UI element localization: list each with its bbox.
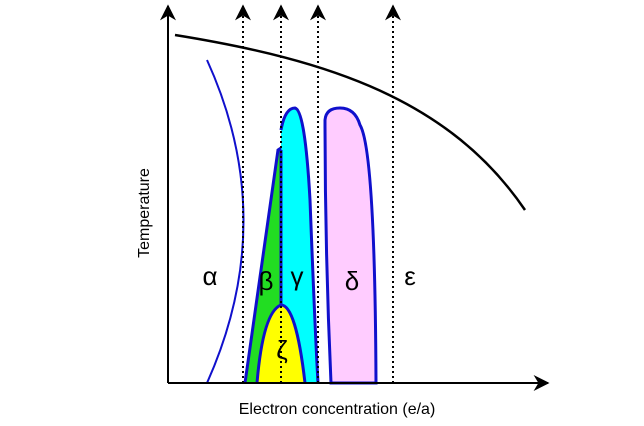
delta-region [323,106,378,385]
phase-label: β [259,266,274,296]
liquidus-curve [174,33,527,211]
phase-label: ζ [276,335,287,365]
phase-label: δ [345,266,359,296]
x-axis-label: Electron concentration (e/a) [239,401,436,418]
phase-label: ε [404,261,416,291]
y-axis-label: Temperature [136,168,153,258]
gamma-region [281,108,318,383]
phase-label: α [202,261,217,291]
zeta-region [257,305,305,383]
phase-label: γ [291,261,304,291]
